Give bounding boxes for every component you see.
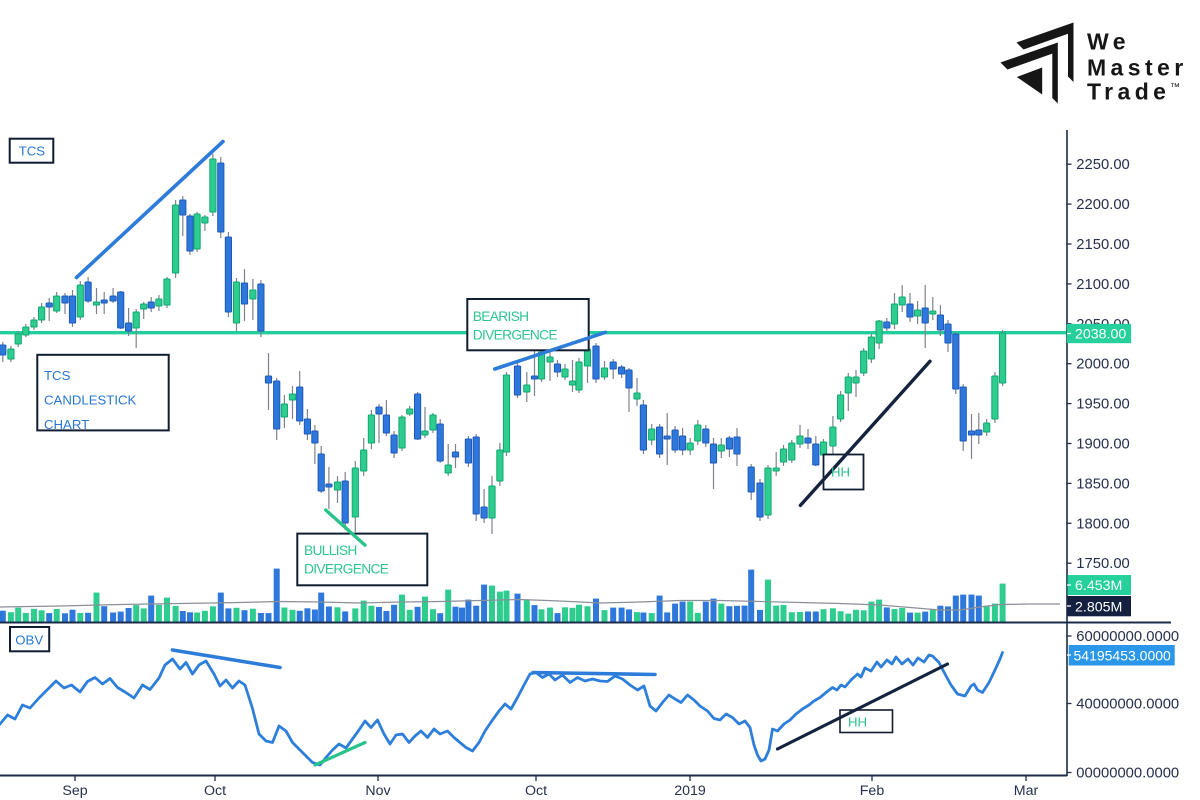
svg-text:BULLISH: BULLISH: [304, 543, 357, 558]
svg-text:1750.00: 1750.00: [1076, 556, 1130, 572]
svg-text:TCS: TCS: [19, 143, 46, 158]
svg-text:2019: 2019: [674, 783, 706, 799]
svg-text:Trade: Trade: [1087, 79, 1170, 105]
svg-text:Nov: Nov: [365, 783, 391, 799]
svg-text:Sep: Sep: [62, 783, 87, 799]
svg-text:1900.00: 1900.00: [1076, 437, 1130, 453]
svg-text:Oct: Oct: [204, 783, 226, 799]
svg-text:1950.00: 1950.00: [1076, 397, 1130, 413]
svg-text:1850.00: 1850.00: [1076, 476, 1130, 492]
svg-text:™: ™: [1170, 82, 1180, 93]
svg-text:HH: HH: [831, 465, 850, 480]
svg-text:2100.00: 2100.00: [1076, 277, 1130, 293]
svg-text:CHART: CHART: [44, 417, 89, 432]
svg-text:TCS: TCS: [44, 368, 71, 383]
svg-text:HH: HH: [848, 715, 867, 730]
svg-text:DIVERGENCE: DIVERGENCE: [473, 328, 558, 343]
svg-text:OBV: OBV: [15, 632, 43, 647]
svg-text:00000000.0000: 00000000.0000: [1076, 766, 1179, 782]
svg-text:54195453.0000: 54195453.0000: [1074, 647, 1172, 663]
svg-text:CANDLESTICK: CANDLESTICK: [44, 393, 137, 408]
svg-text:40000000.0000: 40000000.0000: [1076, 697, 1179, 713]
svg-text:2038.00: 2038.00: [1075, 327, 1126, 343]
svg-text:2000.00: 2000.00: [1076, 357, 1130, 373]
svg-text:60000000.0000: 60000000.0000: [1076, 629, 1179, 645]
svg-text:Feb: Feb: [860, 783, 885, 799]
svg-text:BEARISH: BEARISH: [473, 309, 529, 324]
svg-text:We: We: [1087, 29, 1130, 55]
svg-text:Master: Master: [1087, 55, 1188, 81]
svg-text:2.805M: 2.805M: [1075, 599, 1122, 615]
svg-text:Mar: Mar: [1014, 783, 1039, 799]
svg-text:2200.00: 2200.00: [1076, 197, 1130, 213]
svg-text:2150.00: 2150.00: [1076, 237, 1130, 253]
svg-text:6.453M: 6.453M: [1075, 578, 1122, 594]
svg-text:2250.00: 2250.00: [1076, 157, 1130, 173]
svg-text:DIVERGENCE: DIVERGENCE: [304, 562, 389, 577]
svg-text:Oct: Oct: [525, 783, 547, 799]
svg-text:1800.00: 1800.00: [1076, 516, 1130, 532]
